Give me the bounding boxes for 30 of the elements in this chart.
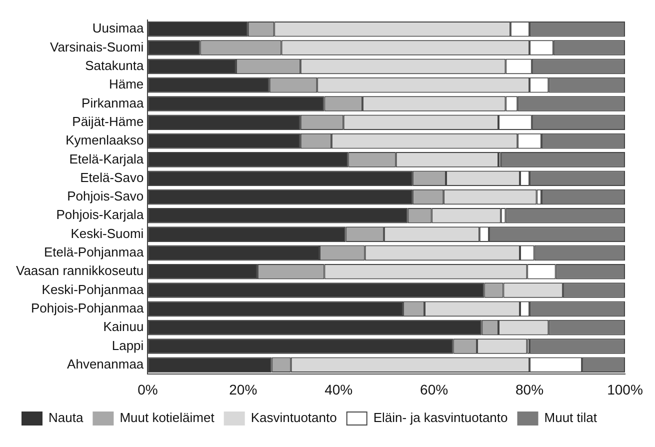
y-tick-label: Varsinais-Suomi (50, 39, 144, 54)
x-tick-label: 100% (607, 381, 643, 398)
legend-label: Muut tilat (544, 410, 598, 426)
y-tick-label: Pirkanmaa (82, 95, 144, 110)
legend-label: Muut kotieläimet (120, 410, 215, 426)
y-tick-label: Uusimaa (92, 20, 144, 36)
x-tick-label: 0% (138, 381, 158, 398)
y-tick-label: Pohjois-Pohjanmaa (30, 300, 144, 316)
x-tick-label: 20% (229, 381, 258, 398)
y-tick-label: Etelä-Karjala (69, 151, 144, 166)
y-tick-label: Keski-Suomi (70, 226, 144, 241)
x-tick-label: 80% (516, 381, 544, 398)
y-tick-label: Pohjois-Savo (67, 188, 144, 204)
legend-label: Eläin- ja kasvintuotanto (373, 410, 508, 426)
y-tick-label: Etelä-Pohjanmaa (44, 244, 144, 260)
x-tick-label: 40% (324, 381, 353, 398)
y-tick-label: Satakunta (85, 58, 144, 74)
legend-label: Kasvintuotanto (250, 410, 337, 426)
y-tick-label: Vaasan rannikkoseutu (16, 263, 144, 278)
y-tick-label: Päijät-Häme (72, 114, 144, 129)
y-tick-label: Kymenlaakso (66, 132, 144, 148)
y-tick-label: Ahvenanmaa (67, 356, 144, 372)
legend-label: Nauta (48, 410, 84, 426)
y-tick-label: Lappi (112, 338, 144, 353)
y-tick-label: Pohjois-Karjala (56, 207, 144, 222)
x-tick-label: 60% (420, 381, 448, 398)
y-tick-label: Häme (108, 76, 144, 92)
y-tick-label: Etelä-Savo (80, 170, 144, 185)
y-tick-label: Keski-Pohjanmaa (42, 282, 144, 297)
y-tick-label: Kainuu (103, 319, 144, 334)
